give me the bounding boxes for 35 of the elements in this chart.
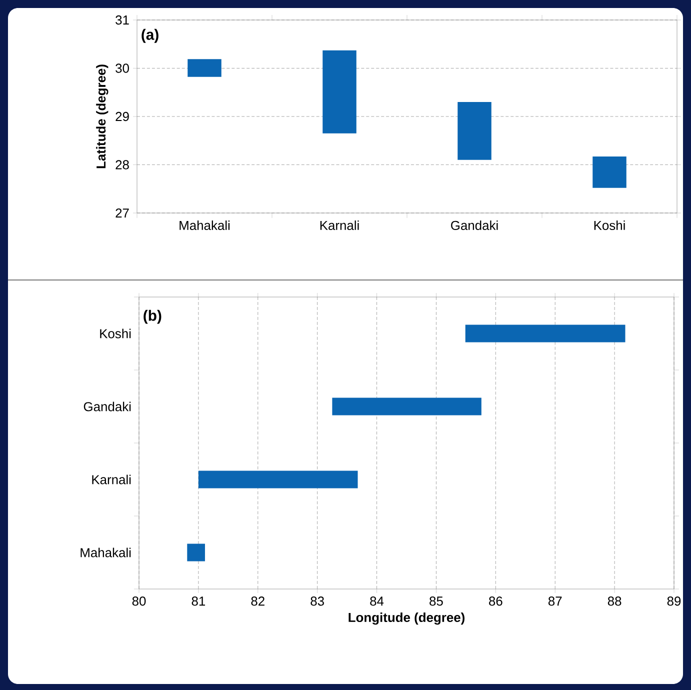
bar [592,156,626,188]
x-tick-label: 87 [548,596,562,606]
x-tick-label: Mahakali [180,220,230,230]
bar [188,59,222,77]
y-tick-label: Mahakali [80,548,131,558]
bar [198,470,358,488]
y-tick-label: 27 [116,208,129,218]
y-tick-label: 29 [116,112,129,122]
x-tick-label: 85 [430,596,443,606]
y-tick-label: 31 [116,15,129,25]
x-tick-label: Karnali [320,220,359,230]
bar [187,544,205,562]
bar [458,102,492,160]
x-tick-label: 81 [192,596,206,606]
y-tick-label: 30 [116,64,129,73]
bar [465,324,626,342]
x-tick-label: 83 [310,596,324,606]
y-axis-title: Latitude (degree) [96,64,108,168]
x-tick-label: 88 [608,596,622,606]
y-tick-label: Koshi [100,328,131,338]
bar [332,398,482,416]
x-tick-label: 89 [667,596,681,606]
x-tick-label: 84 [370,596,384,606]
bar [322,50,356,134]
y-tick-label: Gandaki [84,402,131,412]
x-axis-title: Longitude (degree) [348,612,464,625]
x-tick-label: 86 [489,596,502,606]
y-tick-label: 28 [116,160,129,170]
y-tick-label: Karnali [92,474,131,484]
x-tick-label: 82 [251,596,264,606]
x-tick-label: Gandaki [451,220,498,230]
x-tick-label: Koshi [594,220,625,230]
annotation: (a) [142,28,158,43]
x-tick-label: 80 [132,596,146,606]
annotation: (b) [144,310,162,324]
